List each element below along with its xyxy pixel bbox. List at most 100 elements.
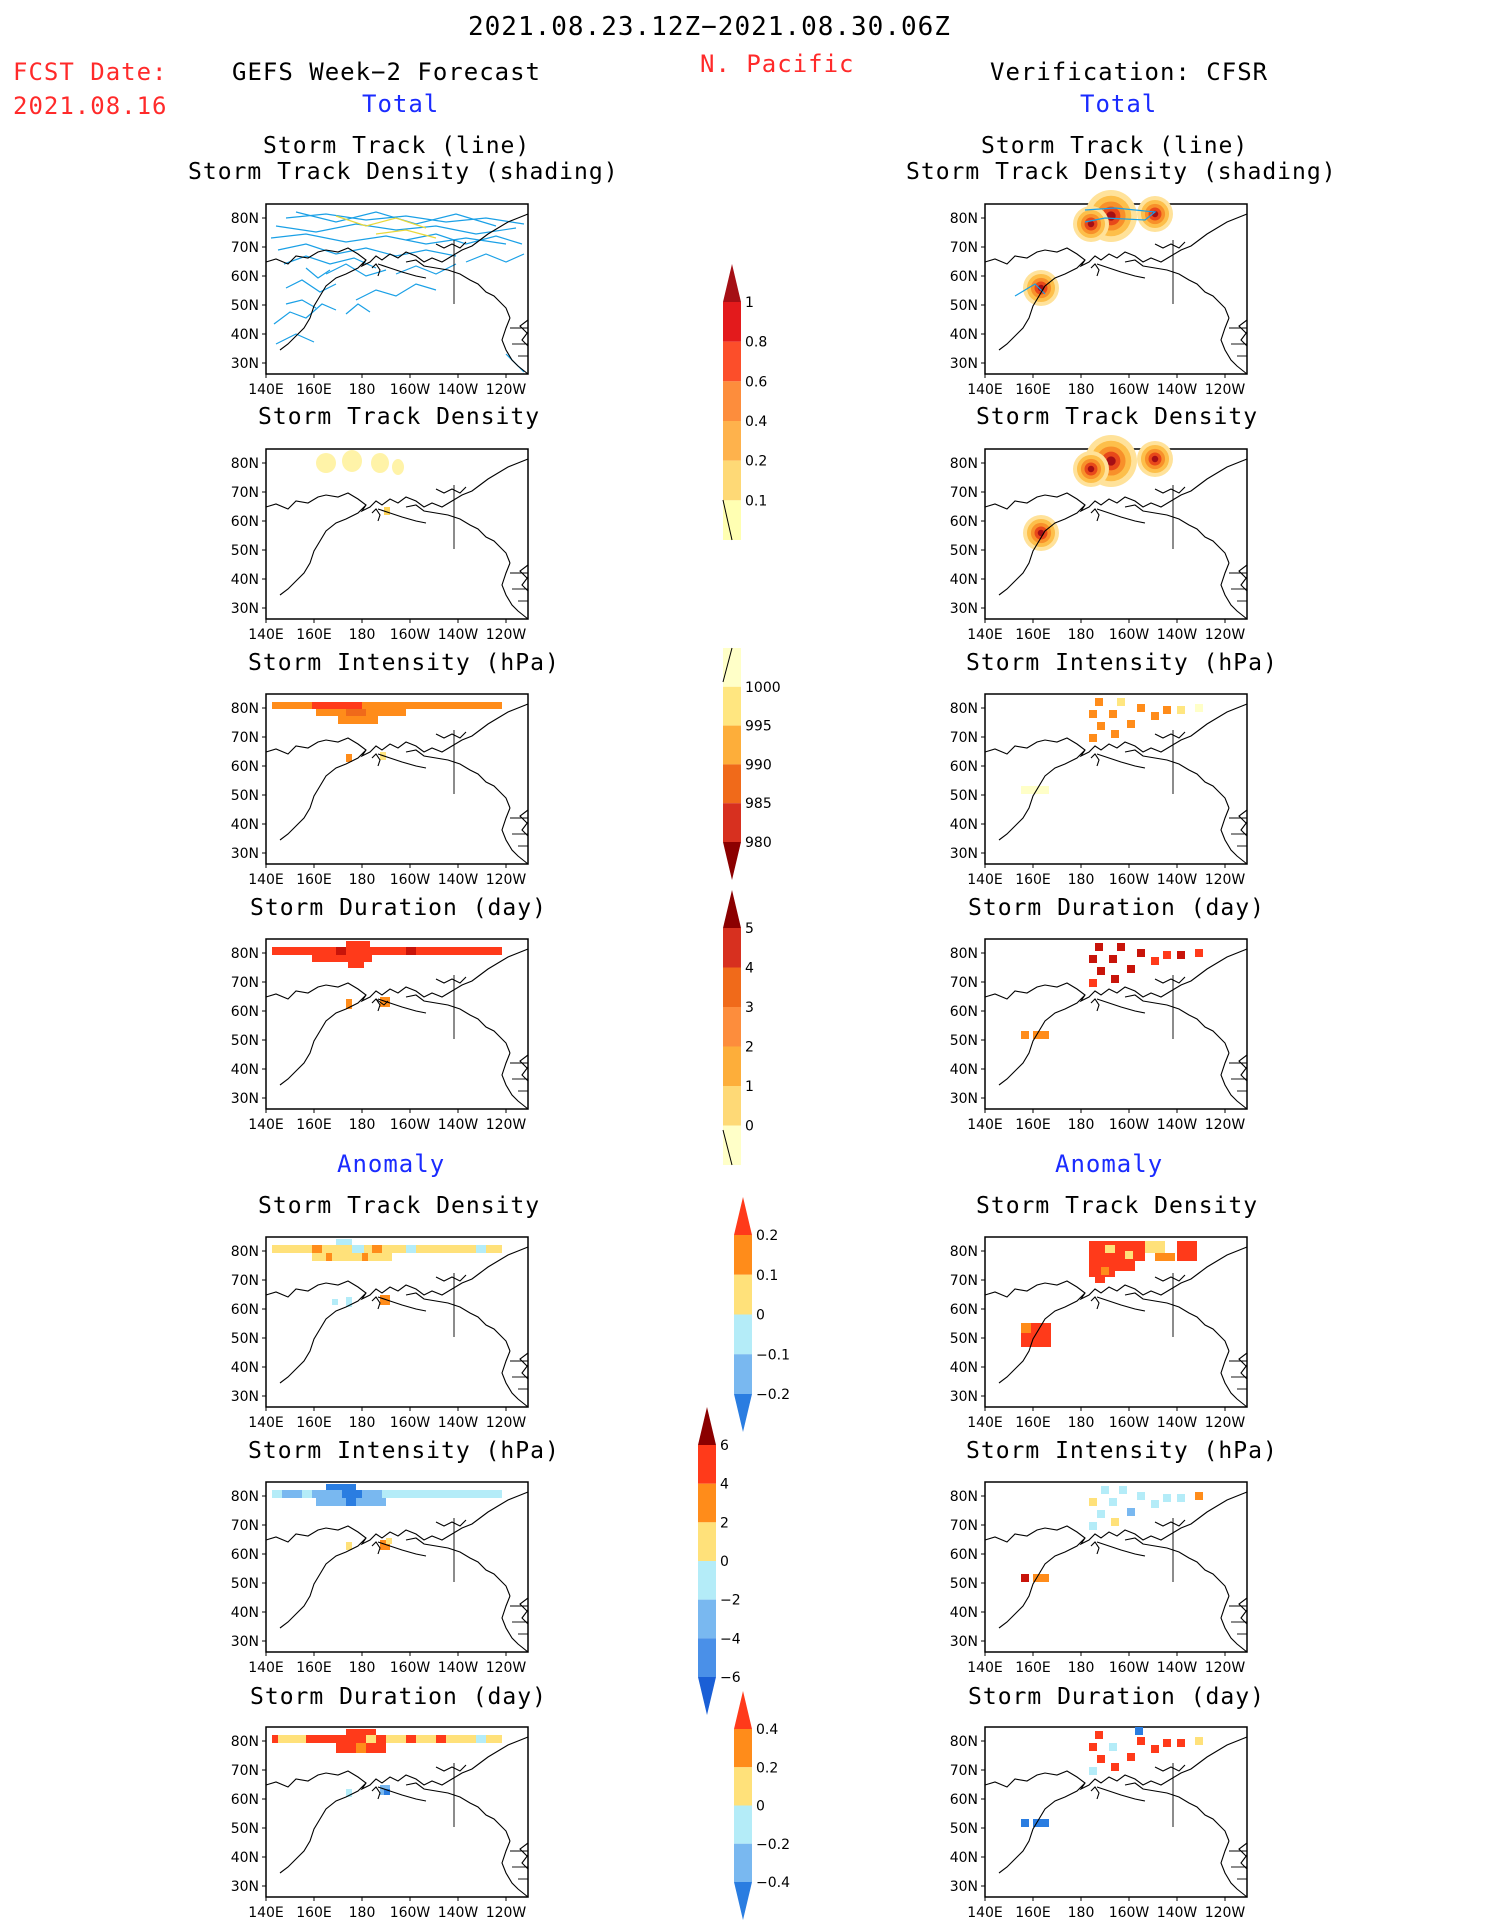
anom-intensity-colorbar-label: 4 — [720, 1477, 729, 1493]
right-row4-cell — [1089, 1241, 1145, 1261]
left-panel-title-anom-density: Storm Track Density — [258, 1193, 541, 1219]
right-row2-coastline — [1096, 753, 1146, 769]
left-column-title: GEFS Week−2 Forecast — [232, 58, 541, 86]
right-row5-lon-label: 180 — [1068, 1660, 1095, 1676]
left-row4-cell — [332, 1299, 338, 1305]
right-row6-lat-label: 50N — [950, 1821, 978, 1837]
right-row4-lat-label: 60N — [950, 1302, 978, 1318]
left-row2-lat-label: 80N — [231, 701, 259, 717]
right-row5-lat-label: 60N — [950, 1547, 978, 1563]
right-row1-lat-label: 60N — [950, 514, 978, 530]
left-row6-cell — [406, 1735, 416, 1743]
left-row0-storm-track-line — [305, 267, 331, 279]
left-row3-cell — [312, 955, 372, 962]
right-row6-cell — [1195, 1737, 1203, 1745]
right-panel-title-anom-density: Storm Track Density — [976, 1193, 1259, 1219]
left-row1-density-patch — [392, 459, 404, 475]
right-row5-cell — [1127, 1508, 1135, 1516]
right-row2-cell — [1111, 730, 1119, 738]
right-row2-lat-label: 40N — [950, 817, 978, 833]
left-row2-lon-label: 140E — [248, 872, 284, 888]
right-row4-lon-label: 140W — [1157, 1415, 1198, 1431]
left-panel-title-track-line: Storm Track (line) — [263, 133, 531, 159]
right-row2-cell — [1029, 786, 1049, 794]
left-row1-lon-label: 180 — [349, 627, 376, 643]
left-row3-lon-label: 180 — [349, 1117, 376, 1133]
right-row3-cell — [1137, 949, 1145, 957]
right-row6-cell — [1135, 1727, 1143, 1735]
left-row3-lon-label: 140W — [438, 1117, 479, 1133]
right-row3-cell — [1109, 955, 1117, 963]
left-row6-cell — [356, 1743, 366, 1753]
left-row3-lat-label: 60N — [231, 1004, 259, 1020]
left-row3-lon-label: 160E — [296, 1117, 332, 1133]
left-row6-cell — [476, 1735, 486, 1743]
left-row3-lon-label: 140E — [248, 1117, 284, 1133]
right-row6-lon-label: 160E — [1015, 1905, 1051, 1921]
left-row5-cell — [342, 1490, 362, 1498]
right-row3-cell — [1097, 967, 1105, 975]
right-row4-cell — [1155, 1253, 1175, 1261]
right-row2-cell — [1109, 710, 1117, 718]
left-row4-lat-label: 30N — [231, 1389, 259, 1405]
right-row4-coastline — [1238, 1352, 1248, 1368]
anom-intensity-colorbar-segment — [698, 1522, 716, 1561]
left-row1-coastline — [519, 564, 529, 580]
duration-colorbar-segment — [723, 1086, 741, 1126]
right-row4-coastline — [984, 1246, 1248, 1301]
right-row2-cell — [1089, 734, 1097, 742]
right-row3-coastline — [984, 948, 1248, 1003]
right-row5-cell — [1089, 1522, 1097, 1530]
right-row0-coastline — [1220, 317, 1248, 375]
duration-colorbar-label: 5 — [745, 921, 754, 937]
right-row6-cell — [1109, 1743, 1117, 1751]
left-row0-storm-track-line — [325, 263, 387, 277]
left-row3-coastline — [265, 948, 529, 1003]
right-row0-density-blob — [1087, 220, 1095, 228]
left-row6-lon-label: 140E — [248, 1905, 284, 1921]
right-row2-lon-label: 120W — [1205, 872, 1246, 888]
right-row5-lat-label: 50N — [950, 1576, 978, 1592]
left-row3-coastline — [371, 998, 381, 1012]
left-row4-coastline — [435, 1274, 467, 1282]
left-row3-cell — [348, 961, 364, 968]
right-row6-coastline — [998, 1782, 1086, 1874]
right-row1-density-blob — [1087, 465, 1095, 473]
left-row4-coastline — [279, 1292, 367, 1384]
right-row6-lon-label: 160W — [1109, 1905, 1150, 1921]
left-row1-lat-label: 70N — [231, 485, 259, 501]
right-row6-cell — [1095, 1731, 1103, 1739]
left-row0-storm-track-line — [395, 263, 457, 275]
left-row2-lon-label: 140W — [438, 872, 479, 888]
left-row2-coastline — [519, 809, 529, 825]
left-row6-map — [265, 1726, 529, 1898]
left-row4-coastline — [519, 1352, 529, 1368]
right-row5-lon-label: 160W — [1109, 1660, 1150, 1676]
left-row6-lon-label: 180 — [349, 1905, 376, 1921]
left-row2-coastline — [279, 749, 367, 841]
left-row4-coastline — [371, 1296, 381, 1310]
left-row0-storm-track-line — [345, 303, 371, 315]
right-row2-coastline — [1238, 809, 1248, 825]
right-row4-coastline — [998, 1292, 1086, 1384]
left-row3-lon-label: 120W — [486, 1117, 527, 1133]
left-row0-lat-label: 60N — [231, 269, 259, 285]
right-row6-cell — [1163, 1739, 1171, 1747]
left-row4-lon-label: 140W — [438, 1415, 479, 1431]
left-row4-coastline — [265, 1246, 529, 1301]
left-row4-cell — [406, 1245, 416, 1253]
right-row0-coastline — [1090, 263, 1100, 277]
anom-duration-colorbar-segment — [734, 1843, 752, 1882]
right-row2-cell — [1163, 706, 1171, 714]
right-row4-lon-label: 160E — [1015, 1415, 1051, 1431]
left-row5-cell — [282, 1490, 302, 1498]
left-row0-storm-track-line — [275, 333, 315, 345]
left-row4-cell — [372, 1245, 382, 1253]
right-row0-storm-track-line — [1084, 207, 1157, 223]
right-row1-lon-label: 120W — [1205, 627, 1246, 643]
left-row0-coastline — [405, 259, 511, 319]
anom-duration-colorbar-arrow — [734, 1882, 752, 1920]
left-row2-lat-label: 60N — [231, 759, 259, 775]
left-row1-lon-label: 140E — [248, 627, 284, 643]
